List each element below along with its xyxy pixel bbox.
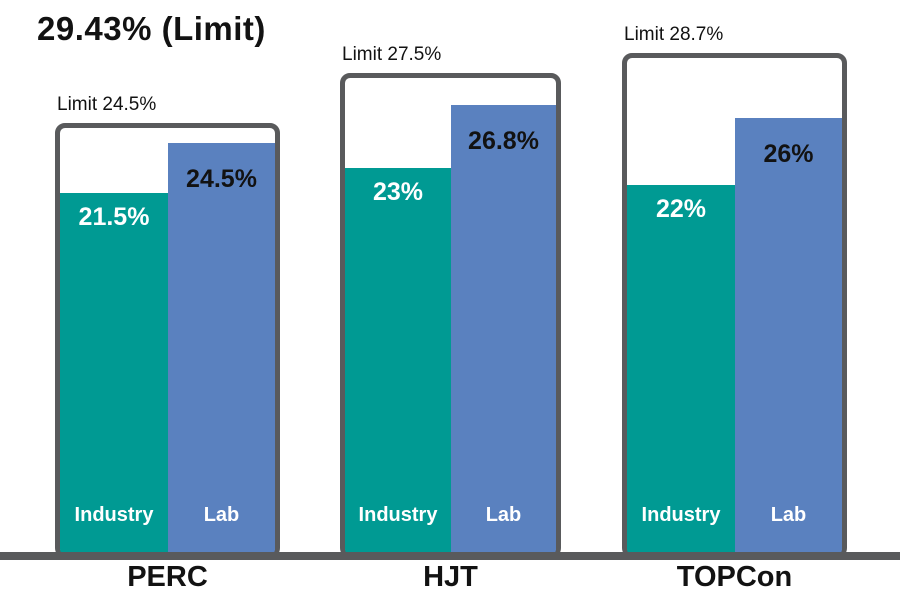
limit-label: Limit 24.5% — [57, 94, 157, 116]
x-axis-line — [0, 552, 900, 560]
industry-value-label: 23% — [372, 178, 424, 207]
bar-group-perc: Limit 24.5% 21.5% Industry 24.5% Lab PERC — [55, 0, 280, 600]
lab-bar: 24.5% Lab — [168, 143, 275, 555]
industry-series-label: Industry — [641, 503, 721, 526]
lab-series-label: Lab — [770, 503, 807, 526]
industry-bar: 21.5% Industry — [60, 193, 168, 555]
bar-group-topcon: Limit 28.7% 22% Industry 26% Lab TOPCon — [622, 0, 847, 600]
lab-value-label: 26% — [763, 140, 814, 169]
industry-bar: 23% Industry — [345, 168, 451, 555]
lab-value-label: 26.8% — [468, 126, 539, 155]
lab-series-label: Lab — [485, 503, 522, 526]
lab-series-label: Lab — [203, 503, 240, 526]
chart-title: 29.43% (Limit) — [37, 10, 266, 47]
lab-bar: 26% Lab — [735, 118, 842, 555]
lab-bar: 26.8% Lab — [451, 104, 556, 555]
industry-value-label: 21.5% — [78, 203, 150, 232]
industry-series-label: Industry — [358, 503, 438, 526]
bar-group-hjt: Limit 27.5% 23% Industry 26.8% Lab HJT — [340, 0, 561, 600]
limit-label: Limit 27.5% — [342, 43, 442, 65]
limit-label: Limit 28.7% — [624, 23, 724, 45]
lab-value-label: 24.5% — [186, 165, 257, 194]
industry-series-label: Industry — [74, 503, 154, 526]
industry-bar: 22% Industry — [627, 184, 735, 555]
industry-value-label: 22% — [655, 194, 707, 223]
category-label: HJT — [423, 561, 478, 593]
category-label: TOPCon — [676, 561, 793, 593]
category-label: PERC — [127, 561, 208, 593]
